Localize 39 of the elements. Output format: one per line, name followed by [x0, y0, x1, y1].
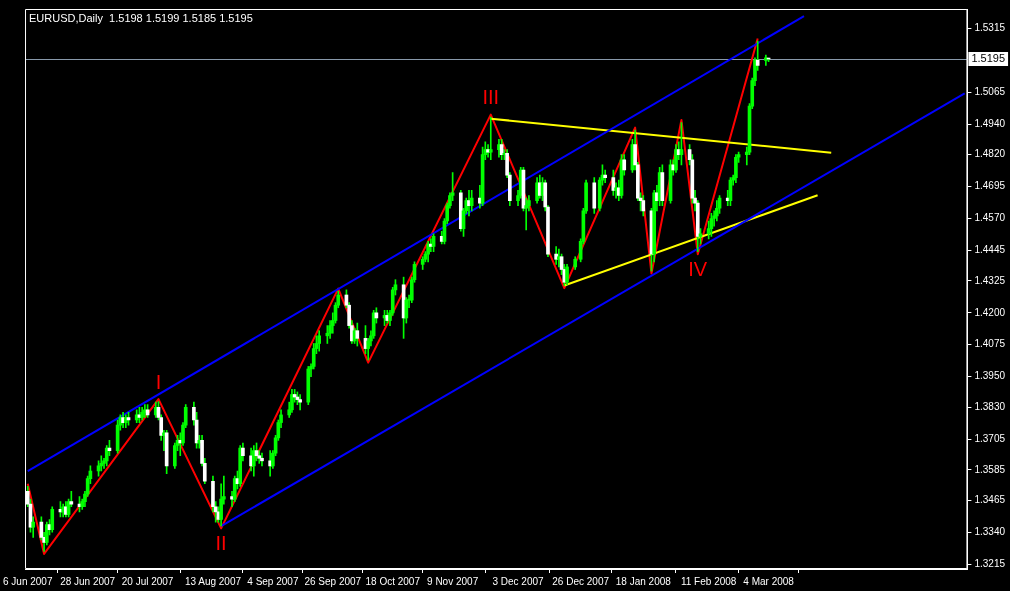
y-tick-label: 1.5065: [974, 85, 1006, 97]
y-tick-label: 1.4445: [974, 244, 1006, 256]
y-tick-label: 1.3585: [974, 463, 1006, 475]
x-tick-label: 4 Sep 2007: [247, 575, 299, 587]
x-tick-label: 28 Jun 2007: [60, 575, 116, 587]
x-tick-label: 3 Dec 2007: [492, 575, 545, 587]
annotation: II: [215, 531, 227, 554]
y-tick-label: 1.3830: [974, 401, 1006, 412]
x-tick-label: 18 Oct 2007: [365, 575, 421, 587]
candlestick: [603, 169, 607, 184]
annotation: III: [482, 86, 500, 109]
y-tick-label: 1.3950: [974, 370, 1006, 382]
annotation: I: [155, 370, 162, 393]
annotation: IV: [688, 257, 708, 280]
x-tick-label: 26 Sep 2007: [304, 575, 362, 587]
y-tick-label: 1.4820: [974, 148, 1006, 160]
y-tick-label: 1.5315: [974, 22, 1006, 34]
y-tick-label: 1.3465: [974, 494, 1006, 506]
y-tick-label: 1.3215: [974, 557, 1006, 569]
ref-line-label: 1.5195: [971, 52, 1006, 65]
y-tick-label: 1.3705: [974, 432, 1006, 444]
x-tick-label: 26 Dec 2007: [552, 575, 610, 587]
candlestick: [298, 394, 302, 411]
x-tick-label: 13 Aug 2007: [184, 575, 242, 587]
x-tick-label: 4 Mar 2008: [743, 575, 795, 587]
y-tick-label: 1.4075: [974, 338, 1006, 350]
y-tick-label: 1.4695: [974, 180, 1006, 192]
y-tick-label: 1.4570: [974, 212, 1006, 224]
candlestick: [260, 452, 264, 467]
y-tick-label: 1.4325: [974, 274, 1006, 286]
chart-title: EURUSD,Daily 1.5198 1.5199 1.5185 1.5195: [29, 11, 253, 24]
x-tick-label: 6 Jun 2007: [2, 575, 53, 587]
x-tick-label: 18 Jan 2008: [615, 575, 672, 587]
y-tick-label: 1.4940: [974, 117, 1006, 129]
x-tick-label: 20 Jul 2007: [121, 575, 174, 587]
y-tick-label: 1.4200: [974, 306, 1006, 318]
x-tick-label: 9 Nov 2007: [427, 575, 479, 587]
x-tick-label: 11 Feb 2008: [680, 575, 737, 587]
y-tick-label: 1.3340: [974, 526, 1006, 538]
